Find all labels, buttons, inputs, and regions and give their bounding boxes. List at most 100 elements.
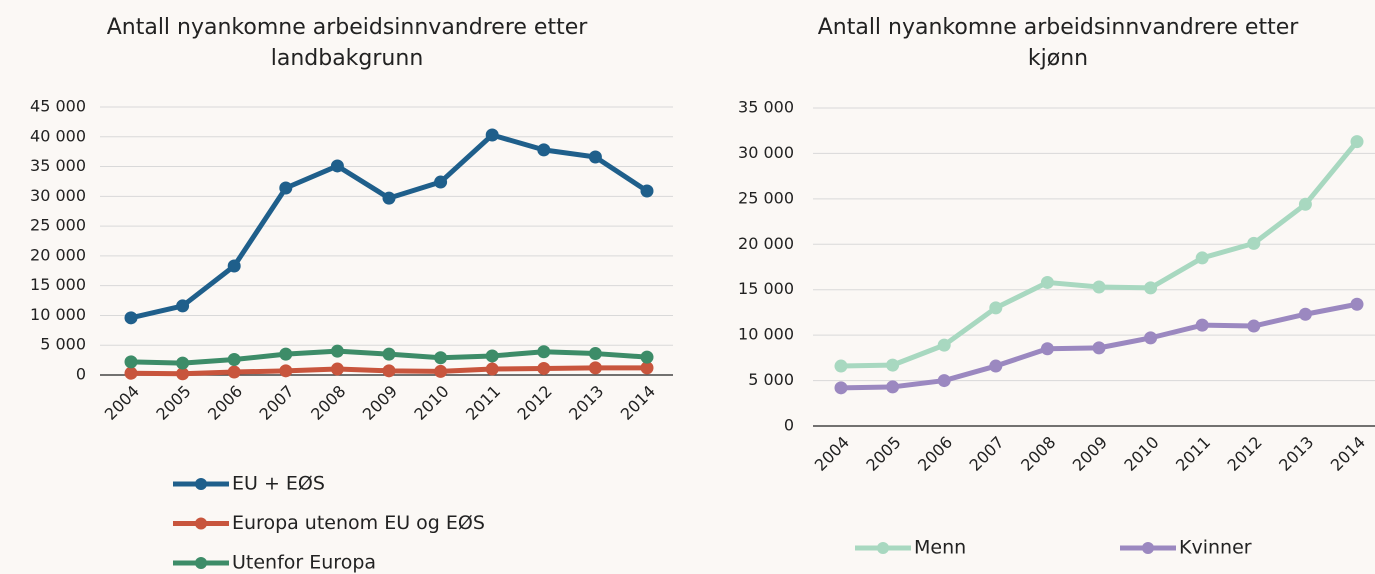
y-tick-label: 10 000 bbox=[30, 305, 86, 324]
point bbox=[227, 259, 241, 273]
point bbox=[937, 338, 951, 352]
point bbox=[1298, 197, 1312, 211]
legend-swatch bbox=[195, 517, 207, 530]
legend-swatch bbox=[1142, 542, 1154, 554]
x-tick-label: 2011 bbox=[1172, 433, 1214, 475]
point bbox=[640, 361, 654, 375]
x-tick-label: 2012 bbox=[1224, 433, 1266, 475]
y-tick-label: 30 000 bbox=[30, 186, 86, 205]
x-tick-label: 2013 bbox=[565, 382, 607, 424]
legend-label: Europa utenom EU og EØS bbox=[232, 512, 485, 534]
y-tick-label: 5 000 bbox=[748, 370, 794, 389]
y-tick-label: 0 bbox=[76, 365, 86, 384]
legend-swatch bbox=[877, 542, 889, 554]
y-tick-label: 5 000 bbox=[40, 335, 86, 354]
y-tick-label: 15 000 bbox=[738, 279, 794, 298]
y-tick-label: 25 000 bbox=[30, 216, 86, 235]
point bbox=[434, 364, 448, 378]
point bbox=[1092, 280, 1106, 294]
x-tick-label: 2010 bbox=[1120, 433, 1162, 475]
x-tick-label: 2005 bbox=[152, 382, 194, 424]
point bbox=[434, 351, 448, 365]
point bbox=[537, 345, 551, 359]
x-tick-label: 2014 bbox=[617, 382, 659, 424]
point bbox=[124, 311, 138, 325]
y-tick-label: 15 000 bbox=[30, 275, 86, 294]
point bbox=[1092, 341, 1106, 355]
point bbox=[227, 353, 241, 367]
point bbox=[176, 367, 190, 381]
point bbox=[588, 361, 602, 375]
point bbox=[176, 299, 190, 313]
point bbox=[1350, 297, 1364, 311]
x-tick-label: 2007 bbox=[256, 382, 298, 424]
y-tick-label: 10 000 bbox=[738, 325, 794, 344]
point bbox=[886, 380, 900, 394]
legend-label: Menn bbox=[914, 537, 966, 559]
point bbox=[989, 359, 1003, 373]
y-tick-label: 0 bbox=[784, 416, 794, 435]
point bbox=[382, 347, 396, 361]
legend-label: Utenfor Europa bbox=[232, 552, 376, 574]
point bbox=[279, 181, 293, 195]
x-tick-label: 2008 bbox=[307, 382, 349, 424]
point bbox=[176, 356, 190, 370]
y-tick-label: 35 000 bbox=[30, 156, 86, 175]
series-line bbox=[840, 140, 1359, 369]
point bbox=[937, 374, 951, 388]
x-tick-label: 2014 bbox=[1327, 433, 1369, 475]
x-tick-label: 2004 bbox=[101, 382, 143, 424]
point bbox=[330, 344, 344, 358]
y-tick-label: 35 000 bbox=[738, 98, 794, 117]
x-tick-label: 2011 bbox=[462, 382, 504, 424]
x-tick-label: 2004 bbox=[811, 433, 853, 475]
point bbox=[886, 358, 900, 372]
x-tick-label: 2009 bbox=[1069, 433, 1111, 475]
y-tick-label: 25 000 bbox=[738, 188, 794, 207]
legend-swatch bbox=[195, 557, 207, 569]
point bbox=[124, 366, 138, 380]
point bbox=[485, 128, 499, 142]
chart-title: Antall nyankomne arbeidsinnvandrere ette… bbox=[817, 15, 1299, 71]
point bbox=[640, 184, 654, 198]
point bbox=[1040, 275, 1054, 289]
point bbox=[588, 150, 602, 164]
x-tick-label: 2006 bbox=[914, 433, 956, 475]
point bbox=[1247, 236, 1261, 250]
point bbox=[434, 175, 448, 189]
x-tick-label: 2008 bbox=[1017, 433, 1059, 475]
point bbox=[1040, 342, 1054, 356]
point bbox=[124, 355, 138, 369]
point bbox=[640, 350, 654, 364]
point bbox=[485, 349, 499, 363]
x-tick-label: 2005 bbox=[862, 433, 904, 475]
legend-label: Kvinner bbox=[1179, 537, 1252, 559]
legend-swatch bbox=[195, 478, 207, 490]
chart-title: Antall nyankomne arbeidsinnvandrere ette… bbox=[106, 15, 588, 71]
x-tick-label: 2006 bbox=[204, 382, 246, 424]
point bbox=[330, 362, 344, 376]
point bbox=[1298, 307, 1312, 321]
y-tick-label: 20 000 bbox=[738, 234, 794, 253]
y-tick-label: 30 000 bbox=[738, 143, 794, 162]
x-tick-label: 2010 bbox=[410, 382, 452, 424]
point bbox=[1195, 251, 1209, 265]
point bbox=[330, 159, 344, 173]
point bbox=[834, 381, 848, 395]
point bbox=[279, 364, 293, 378]
point bbox=[1144, 331, 1158, 345]
point bbox=[227, 365, 241, 379]
y-tick-label: 40 000 bbox=[30, 126, 86, 145]
point bbox=[382, 364, 396, 378]
point bbox=[537, 143, 551, 157]
x-tick-label: 2013 bbox=[1275, 433, 1317, 475]
point bbox=[537, 361, 551, 375]
x-tick-label: 2007 bbox=[966, 433, 1008, 475]
point bbox=[485, 362, 499, 376]
point bbox=[1247, 319, 1261, 333]
x-tick-label: 2009 bbox=[359, 382, 401, 424]
point bbox=[1350, 135, 1364, 149]
point bbox=[382, 191, 396, 205]
